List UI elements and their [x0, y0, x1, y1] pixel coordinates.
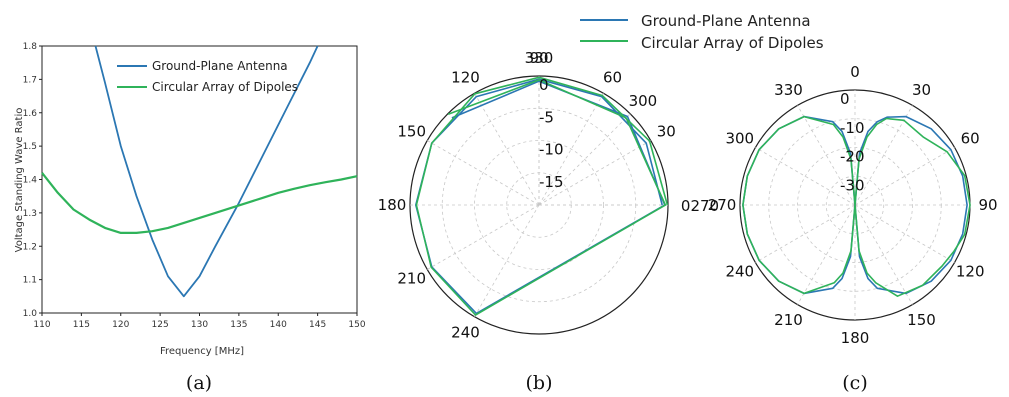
c-grid-spoke: [854, 204, 955, 263]
c-grid-spoke: [797, 105, 856, 206]
c-angle-label: 180: [841, 329, 870, 347]
a-xtick-label: 110: [33, 320, 50, 330]
a-ytick-label: 1.6: [23, 109, 38, 119]
c-angle-label: 210: [774, 311, 803, 329]
a-xtick-label: 135: [230, 320, 247, 330]
c-radial-label: -10: [840, 119, 865, 137]
a-ytick-label: 1.5: [23, 142, 37, 152]
a-xlabel: Frequency [MHz]: [160, 346, 244, 357]
c-grid-ring: [797, 147, 913, 263]
a-ytick-label: 1.0: [23, 309, 38, 319]
c-angle-label: 240: [725, 263, 754, 281]
a-xtick-label: 150: [348, 320, 365, 330]
caption-b: (b): [526, 372, 553, 394]
c-angle-label: 30: [912, 81, 931, 99]
a-xtick-label: 140: [270, 320, 287, 330]
b-radial-label: 0: [539, 76, 549, 94]
c-angle-label: 300: [725, 130, 754, 148]
a-ylabel: Voltage Standing Wave Ratio: [14, 108, 25, 253]
c-series-line: [742, 115, 971, 297]
a-series-line: [94, 45, 319, 298]
panel-c-polar-chart: 0 30 60 90 120 150 180 210 240 270 300 330 0 -10 -20 -3…: [708, 63, 998, 347]
c-angle-label: 60: [961, 130, 980, 148]
a-xtick-label: 115: [73, 320, 90, 330]
c-angle-label: 90: [978, 196, 997, 214]
c-angle-label: 270: [708, 196, 737, 214]
a-legend-label-green: Circular Array of Dipoles: [152, 80, 298, 94]
polar-legend-label-blue: Ground-Plane Antenna: [641, 12, 811, 30]
a-series-line: [41, 172, 358, 234]
a-legend-label-blue: Ground-Plane Antenna: [152, 59, 288, 73]
b-radial-label: -5: [539, 108, 554, 126]
polar-legend: Ground-Plane Antenna Circular Array of D…: [580, 12, 824, 52]
caption-a: (a): [186, 372, 212, 394]
c-radial-label: -20: [840, 148, 865, 166]
b-angle-label: 120: [451, 69, 480, 87]
a-ytick-label: 1.8: [23, 42, 38, 52]
a-ytick-label: 1.2: [23, 242, 37, 252]
panel-b-polar-chart: 30 60 90 120 150 180 210 240 300 330 0270 0 -5 -10 -15: [378, 49, 719, 341]
panel-a-vswr-chart: 110 115 120 125 130 135 140 145 150 1.0 1.1 1.2 1.3 1…: [14, 42, 366, 357]
b-angle-label: 30: [657, 123, 676, 141]
caption-c: (c): [842, 372, 867, 394]
c-angle-label: 150: [907, 311, 936, 329]
polar-legend-label-green: Circular Array of Dipoles: [641, 34, 824, 52]
c-grid-spoke: [854, 204, 913, 305]
c-radial-label: 0: [840, 90, 850, 108]
c-angle-label: 120: [956, 263, 985, 281]
a-ytick-label: 1.3: [23, 209, 37, 219]
a-ytick-label: 1.7: [23, 75, 37, 85]
c-grid-ring: [825, 175, 885, 235]
a-xtick-label: 125: [152, 320, 169, 330]
b-grid-ring: [474, 140, 604, 270]
b-radial-label: -15: [539, 173, 564, 191]
a-xtick-label: 130: [191, 320, 208, 330]
c-grid-spoke: [854, 105, 913, 206]
b-angle-label: 210: [397, 270, 426, 288]
c-radial-label: -30: [840, 176, 865, 194]
b-angle-label: 150: [397, 123, 426, 141]
b-angle-label: 300: [629, 92, 658, 110]
b-radial-label: -10: [539, 141, 564, 159]
a-ytick-label: 1.1: [23, 276, 37, 286]
c-grid-spoke: [755, 147, 856, 206]
a-ytick-label: 1.4: [23, 176, 38, 186]
b-angle-label-merged: 0270: [681, 197, 719, 215]
a-xtick-label: 145: [309, 320, 326, 330]
a-legend: Ground-Plane Antenna Circular Array of D…: [117, 59, 298, 94]
b-angle-label: 240: [451, 323, 480, 341]
c-grid-spoke: [797, 204, 856, 305]
c-angle-label: 330: [774, 81, 803, 99]
c-grid-spoke: [755, 204, 856, 263]
a-xtick-label: 120: [112, 320, 129, 330]
b-angle-label: 330: [525, 49, 554, 67]
b-series-line: [415, 76, 669, 316]
b-angle-label: 90: [529, 49, 548, 67]
c-grid-spoke: [854, 147, 955, 206]
c-angle-label: 0: [850, 63, 860, 81]
b-angle-label: 180: [378, 196, 407, 214]
b-angle-label: 60: [603, 69, 622, 87]
b-grid-spoke: [474, 93, 540, 206]
